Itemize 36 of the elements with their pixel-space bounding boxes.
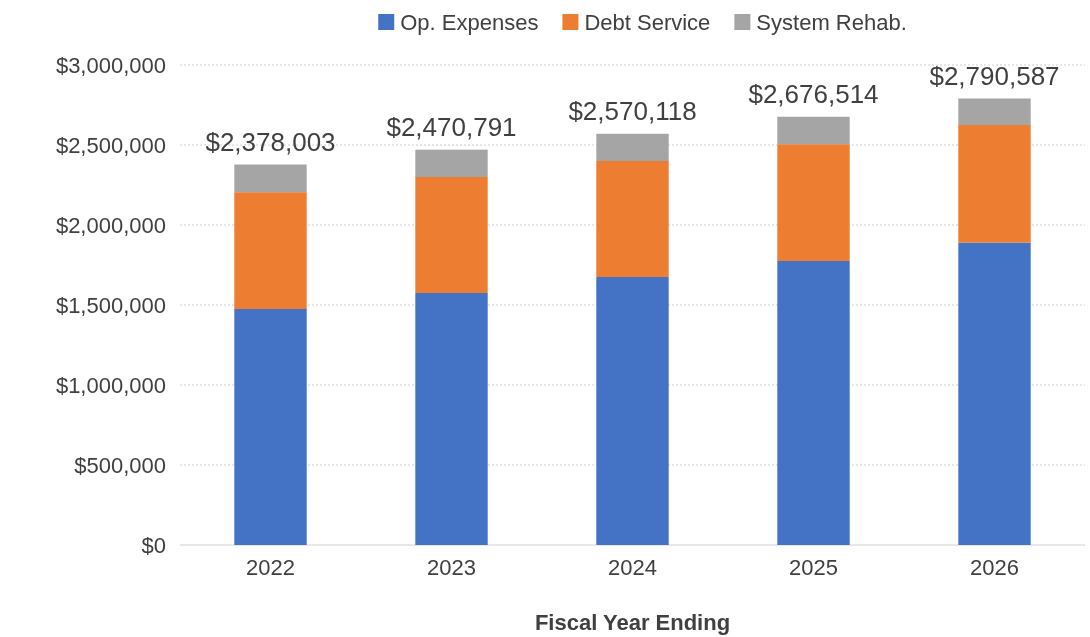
total-label: $2,790,587 <box>929 60 1060 91</box>
bar <box>958 242 1031 545</box>
bar <box>234 164 307 193</box>
bar <box>958 98 1031 125</box>
y-tick-label: $500,000 <box>74 452 166 478</box>
y-tick-label: $1,500,000 <box>55 292 166 318</box>
bar <box>415 177 488 293</box>
y-tick-label: $2,000,000 <box>55 212 166 238</box>
x-tick-label: 2023 <box>427 554 476 580</box>
bar <box>596 277 669 545</box>
x-axis-title: Fiscal Year Ending <box>534 610 731 635</box>
bar <box>234 309 307 545</box>
bar <box>958 125 1031 243</box>
x-tick-label: 2024 <box>608 554 657 580</box>
legend-label: System Rehab. <box>756 10 907 35</box>
bar <box>596 133 669 161</box>
x-tick-label: 2026 <box>970 554 1019 580</box>
y-tick-label: $1,000,000 <box>55 372 166 398</box>
y-tick-label: $0 <box>141 532 166 558</box>
legend-label: Op. Expenses <box>400 10 539 35</box>
bar <box>415 293 488 545</box>
legend-label: Debt Service <box>584 10 711 35</box>
y-tick-label: $3,000,000 <box>55 52 166 78</box>
total-label: $2,676,514 <box>748 78 879 109</box>
total-label: $2,378,003 <box>205 126 336 157</box>
total-label: $2,470,791 <box>386 111 517 142</box>
bar <box>596 161 669 277</box>
bar <box>777 116 850 145</box>
total-label: $2,570,118 <box>568 95 697 126</box>
bar <box>777 261 850 545</box>
bar <box>234 192 307 309</box>
x-tick-label: 2022 <box>246 554 295 580</box>
x-tick-label: 2025 <box>789 554 838 580</box>
bar <box>415 149 488 177</box>
y-tick-label: $2,500,000 <box>55 132 166 158</box>
bar <box>777 144 850 261</box>
